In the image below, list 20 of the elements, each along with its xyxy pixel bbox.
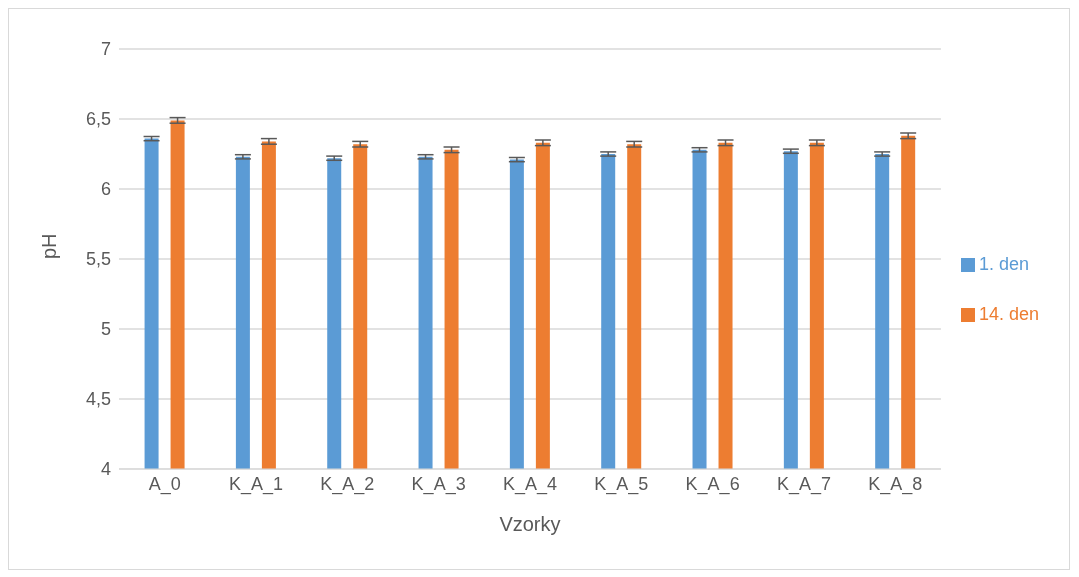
x-tick-label: K_A_7 (776, 473, 831, 495)
x-tick-label: K_A_4 (502, 473, 557, 495)
y-tick-label: 5,5 (85, 249, 111, 270)
legend-label: 14. den (978, 304, 1039, 324)
x-tick-label: K_A_3 (411, 473, 466, 495)
y-tick-label: 5 (100, 319, 111, 340)
y-tick-label: 6,5 (85, 109, 111, 130)
x-axis-title: Vzorky (499, 513, 561, 535)
x-tick-label: K_A_2 (320, 473, 375, 495)
y-tick-label: 6 (100, 179, 111, 200)
x-tick-label: K_A_6 (685, 473, 740, 495)
y-tick-label: 4,5 (85, 389, 111, 410)
x-tick-label: K_A_8 (868, 473, 923, 495)
y-tick-label: 4 (100, 459, 111, 480)
x-tick-label: K_A_1 (228, 473, 284, 495)
y-axis-title: pH (38, 233, 61, 259)
y-tick-label: 7 (100, 39, 111, 60)
x-tick-label: K_A_5 (594, 473, 649, 495)
x-tick-label: A_0 (148, 473, 181, 495)
legend-label: 1. den (978, 254, 1029, 274)
